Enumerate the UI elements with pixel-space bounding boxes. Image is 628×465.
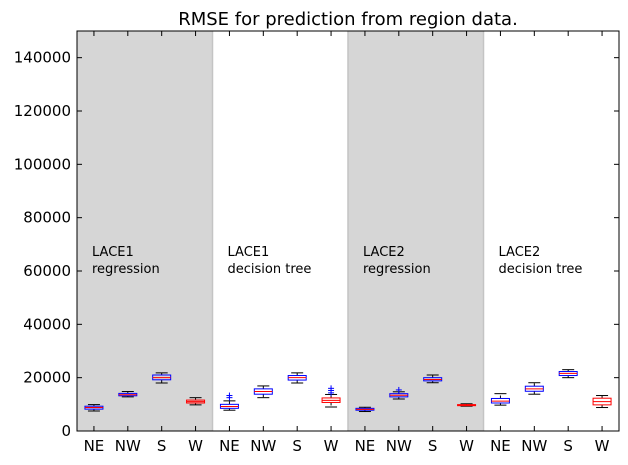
plot-frame: [76, 30, 620, 432]
flier: [395, 386, 402, 393]
x-tick-label: NW: [115, 437, 141, 455]
x-tick-label: W: [459, 437, 474, 455]
group-label-line: decision tree: [499, 262, 583, 277]
x-tick-label: W: [595, 437, 610, 455]
y-tick-label: 120000: [14, 102, 71, 120]
group-label-line: LACE2: [499, 245, 541, 260]
group-label-line: LACE1: [92, 245, 134, 260]
y-tick-label: 80000: [23, 209, 71, 227]
box-S: [152, 372, 172, 384]
group-label-line: regression: [92, 262, 160, 277]
x-tick-label: W: [188, 437, 203, 455]
x-tick-label: NE: [355, 437, 376, 455]
x-tick-label: NE: [84, 437, 105, 455]
flier: [226, 392, 233, 399]
box-S: [558, 369, 578, 379]
box-NE: [84, 404, 104, 412]
y-tick-label: 60000: [23, 262, 71, 280]
x-tick-label: S: [292, 437, 302, 455]
box-NE: [490, 393, 510, 406]
x-tick-label: S: [157, 437, 167, 455]
box-S: [423, 374, 443, 384]
y-tick-label: 100000: [14, 155, 71, 173]
y-tick-label: 140000: [14, 49, 71, 67]
box-NW: [118, 391, 138, 398]
x-tick-label: NW: [521, 437, 547, 455]
box-NE: [219, 392, 239, 411]
x-tick-label: NW: [250, 437, 276, 455]
x-axis: NE NW S W NE NW S W NE NW S W NE NW S W: [84, 31, 610, 455]
group-shade: [77, 31, 213, 431]
x-tick-label: S: [428, 437, 438, 455]
box-W: [457, 403, 477, 407]
y-tick-label: 20000: [23, 369, 71, 387]
group-label-line: regression: [363, 262, 431, 277]
x-tick-label: W: [324, 437, 339, 455]
group-shade: [348, 31, 484, 431]
x-tick-label: NE: [490, 437, 511, 455]
group-labels: LACE1 regression LACE1 decision tree LACE2 re…: [92, 245, 582, 277]
group-label-line: decision tree: [228, 262, 312, 277]
x-tick-label: NE: [219, 437, 240, 455]
x-tick-label: S: [563, 437, 573, 455]
box-W: [321, 385, 341, 408]
group-shading: [77, 31, 485, 431]
y-tick-label: 0: [61, 422, 71, 440]
x-tick-label: NW: [386, 437, 412, 455]
box-NE: [355, 406, 375, 413]
box-NW: [389, 386, 409, 400]
box-S: [287, 372, 307, 384]
box-NW: [253, 385, 273, 399]
chart-title: RMSE for prediction from region data.: [178, 9, 518, 30]
group-label-line: LACE1: [228, 245, 270, 260]
box-NW: [524, 382, 544, 395]
boxes: [84, 369, 612, 413]
group-label-line: LACE2: [363, 245, 405, 260]
flier: [328, 385, 335, 392]
box-W: [592, 395, 612, 409]
box-W: [186, 397, 206, 406]
y-axis: 0 20000 40000 60000 80000 100000 120000 140000: [14, 49, 619, 440]
y-tick-label: 40000: [23, 315, 71, 333]
